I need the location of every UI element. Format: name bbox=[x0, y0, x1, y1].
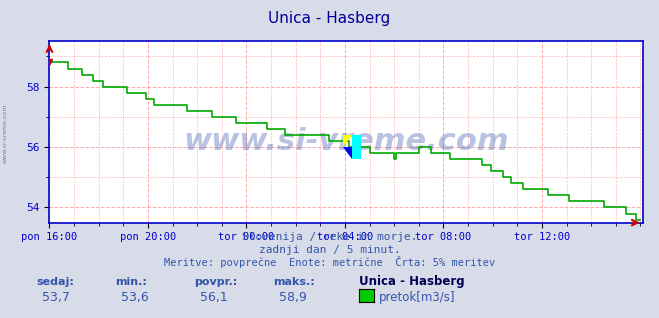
Text: 58,9: 58,9 bbox=[279, 291, 306, 303]
Text: Unica - Hasberg: Unica - Hasberg bbox=[359, 275, 465, 287]
Text: zadnji dan / 5 minut.: zadnji dan / 5 minut. bbox=[258, 245, 401, 255]
Text: povpr.:: povpr.: bbox=[194, 277, 238, 287]
Text: Slovenija / reke in morje.: Slovenija / reke in morje. bbox=[242, 232, 417, 242]
Polygon shape bbox=[352, 147, 361, 159]
Text: www.si-vreme.com: www.si-vreme.com bbox=[183, 127, 509, 156]
Text: pretok[m3/s]: pretok[m3/s] bbox=[379, 291, 455, 303]
Polygon shape bbox=[343, 135, 352, 147]
Text: min.:: min.: bbox=[115, 277, 147, 287]
Text: 53,6: 53,6 bbox=[121, 291, 148, 303]
Text: sedaj:: sedaj: bbox=[36, 277, 74, 287]
Text: 56,1: 56,1 bbox=[200, 291, 227, 303]
Polygon shape bbox=[352, 135, 361, 147]
Text: maks.:: maks.: bbox=[273, 277, 315, 287]
Text: 53,7: 53,7 bbox=[42, 291, 69, 303]
Polygon shape bbox=[343, 147, 352, 159]
Text: www.si-vreme.com: www.si-vreme.com bbox=[3, 104, 8, 163]
Text: Unica - Hasberg: Unica - Hasberg bbox=[268, 11, 391, 26]
Text: Meritve: povprečne  Enote: metrične  Črta: 5% meritev: Meritve: povprečne Enote: metrične Črta:… bbox=[164, 256, 495, 267]
